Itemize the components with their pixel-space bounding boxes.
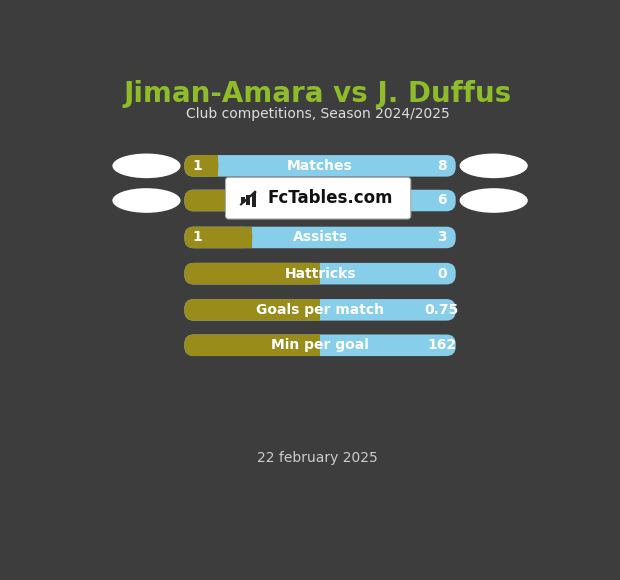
- Bar: [209, 155, 218, 177]
- Text: 22 february 2025: 22 february 2025: [257, 451, 378, 465]
- FancyBboxPatch shape: [185, 227, 456, 248]
- Text: 8: 8: [437, 159, 446, 173]
- Ellipse shape: [459, 154, 528, 178]
- Text: Hattricks: Hattricks: [285, 267, 356, 281]
- FancyBboxPatch shape: [185, 335, 456, 356]
- Bar: [241, 197, 245, 203]
- Text: 162: 162: [427, 338, 456, 352]
- Bar: [311, 190, 320, 211]
- Text: Matches: Matches: [287, 159, 353, 173]
- FancyBboxPatch shape: [185, 263, 456, 284]
- Bar: [311, 299, 320, 321]
- FancyBboxPatch shape: [185, 155, 456, 177]
- FancyBboxPatch shape: [185, 227, 252, 248]
- Ellipse shape: [112, 188, 180, 213]
- FancyBboxPatch shape: [226, 177, 410, 219]
- FancyBboxPatch shape: [185, 263, 320, 284]
- FancyBboxPatch shape: [185, 335, 320, 356]
- Text: 0.75: 0.75: [425, 303, 459, 317]
- FancyBboxPatch shape: [185, 190, 456, 211]
- Ellipse shape: [112, 154, 180, 178]
- Bar: [311, 335, 320, 356]
- Text: 0: 0: [437, 267, 446, 281]
- Text: Jiman-Amara vs J. Duffus: Jiman-Amara vs J. Duffus: [123, 80, 512, 108]
- Text: Goals: Goals: [298, 194, 342, 208]
- Text: Goals per match: Goals per match: [256, 303, 384, 317]
- Ellipse shape: [459, 188, 528, 213]
- Text: Club competitions, Season 2024/2025: Club competitions, Season 2024/2025: [186, 107, 450, 121]
- Text: Min per goal: Min per goal: [271, 338, 369, 352]
- Text: 3: 3: [437, 230, 446, 244]
- FancyBboxPatch shape: [185, 190, 320, 211]
- Text: Assists: Assists: [293, 230, 348, 244]
- Text: FcTables.com: FcTables.com: [267, 189, 392, 207]
- Bar: [311, 263, 320, 284]
- Text: 1: 1: [192, 230, 202, 244]
- FancyBboxPatch shape: [185, 299, 320, 321]
- FancyBboxPatch shape: [185, 299, 456, 321]
- Bar: [252, 193, 255, 206]
- Text: 6: 6: [437, 194, 446, 208]
- Bar: [243, 227, 252, 248]
- Text: 1: 1: [192, 159, 202, 173]
- FancyBboxPatch shape: [185, 155, 218, 177]
- Bar: [247, 195, 250, 205]
